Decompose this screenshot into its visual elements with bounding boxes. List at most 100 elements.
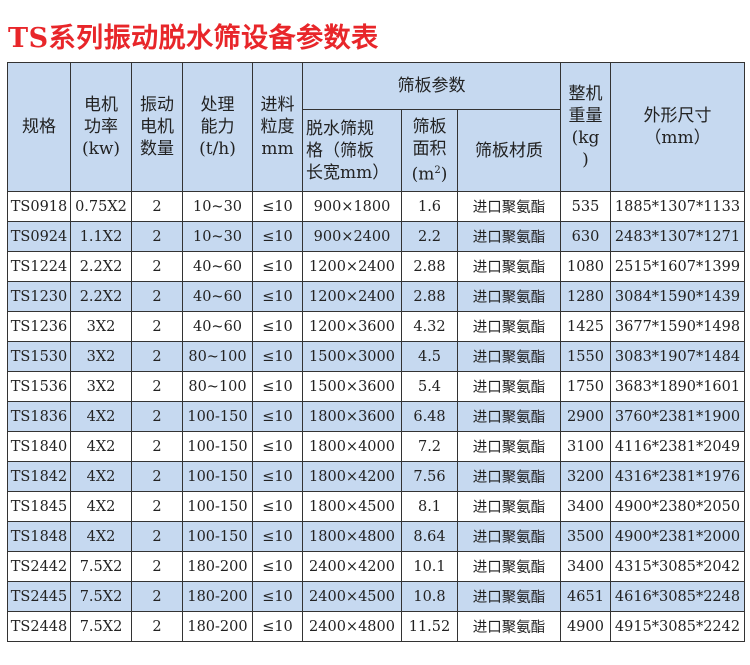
cell-weight: 1750	[560, 371, 611, 402]
cell-motor-count: 2	[131, 461, 183, 492]
cell-motor-power: 4X2	[70, 401, 132, 432]
cell-feed-size: ≤10	[252, 251, 303, 282]
cell-spec: TS1840	[7, 431, 71, 462]
cell-motor-power: 4X2	[70, 461, 132, 492]
cell-weight: 3200	[560, 461, 611, 492]
cell-dimensions: 1885*1307*1133	[610, 191, 745, 222]
cell-motor-power: 2.2X2	[70, 281, 132, 312]
cell-spec: TS1845	[7, 491, 71, 522]
table-row: TS0924 1.1X2 2 10~30 ≤10 900×2400 2.2 进口聚氨酯 630 2…	[7, 221, 745, 252]
cell-motor-count: 2	[131, 551, 183, 582]
cell-motor-count: 2	[131, 401, 183, 432]
cell-feed-size: ≤10	[252, 221, 303, 252]
cell-screen-spec: 1800×4200	[302, 461, 402, 492]
cell-dimensions: 2483*1307*1271	[610, 221, 745, 252]
cell-weight: 1080	[560, 251, 611, 282]
cell-feed-size: ≤10	[252, 491, 303, 522]
header-weight: 整机 重量 (kg)	[560, 62, 611, 192]
cell-feed-size: ≤10	[252, 461, 303, 492]
cell-dimensions: 4116*2381*2049	[610, 431, 745, 462]
cell-motor-power: 7.5X2	[70, 611, 132, 642]
cell-spec: TS2445	[7, 581, 71, 612]
cell-capacity: 10~30	[182, 191, 253, 222]
cell-screen-area: 4.32	[401, 311, 458, 342]
cell-spec: TS0918	[7, 191, 71, 222]
cell-weight: 535	[560, 191, 611, 222]
cell-motor-count: 2	[131, 581, 183, 612]
cell-capacity: 100-150	[182, 461, 253, 492]
cell-dimensions: 4316*2381*1976	[610, 461, 745, 492]
header-dimensions: 外形尺寸 （mm）	[610, 62, 745, 192]
cell-capacity: 180-200	[182, 551, 253, 582]
cell-dimensions: 3677*1590*1498	[610, 311, 745, 342]
cell-weight: 1550	[560, 341, 611, 372]
cell-motor-count: 2	[131, 491, 183, 522]
cell-motor-count: 2	[131, 371, 183, 402]
header-screen-material: 筛板材质	[457, 109, 561, 192]
cell-dimensions: 4900*2380*2050	[610, 491, 745, 522]
cell-feed-size: ≤10	[252, 521, 303, 552]
cell-motor-power: 3X2	[70, 311, 132, 342]
cell-weight: 3400	[560, 551, 611, 582]
cell-dimensions: 4616*3085*2248	[610, 581, 745, 612]
cell-screen-spec: 1200×2400	[302, 251, 402, 282]
cell-capacity: 180-200	[182, 611, 253, 642]
cell-screen-spec: 1200×2400	[302, 281, 402, 312]
cell-motor-count: 2	[131, 191, 183, 222]
cell-capacity: 80~100	[182, 371, 253, 402]
cell-screen-area: 2.88	[401, 281, 458, 312]
cell-feed-size: ≤10	[252, 311, 303, 342]
cell-dimensions: 2515*1607*1399	[610, 251, 745, 282]
table-row: TS1530 3X2 2 80~100 ≤10 1500×3000 4.5 进口聚氨酯 1550…	[7, 341, 745, 372]
cell-weight: 3400	[560, 491, 611, 522]
cell-screen-spec: 2400×4200	[302, 551, 402, 582]
table-row: TS1848 4X2 2 100-150 ≤10 1800×4800 8.64 进口聚氨酯 35…	[7, 521, 745, 552]
cell-weight: 1425	[560, 311, 611, 342]
cell-dimensions: 3760*2381*1900	[610, 401, 745, 432]
cell-screen-material: 进口聚氨酯	[457, 251, 561, 282]
cell-motor-power: 7.5X2	[70, 581, 132, 612]
cell-screen-material: 进口聚氨酯	[457, 311, 561, 342]
cell-spec: TS1848	[7, 521, 71, 552]
cell-screen-material: 进口聚氨酯	[457, 221, 561, 252]
cell-motor-count: 2	[131, 611, 183, 642]
cell-screen-spec: 1500×3000	[302, 341, 402, 372]
cell-spec: TS2442	[7, 551, 71, 582]
cell-screen-area: 8.64	[401, 521, 458, 552]
cell-screen-material: 进口聚氨酯	[457, 491, 561, 522]
cell-screen-material: 进口聚氨酯	[457, 551, 561, 582]
cell-screen-spec: 900×2400	[302, 221, 402, 252]
cell-screen-area: 2.2	[401, 221, 458, 252]
cell-spec: TS2448	[7, 611, 71, 642]
cell-capacity: 100-150	[182, 401, 253, 432]
cell-screen-area: 10.8	[401, 581, 458, 612]
header-screen-spec: 脱水筛规 格（筛板 长宽mm）	[302, 109, 402, 192]
cell-capacity: 180-200	[182, 581, 253, 612]
cell-spec: TS1530	[7, 341, 71, 372]
cell-screen-area: 7.56	[401, 461, 458, 492]
cell-feed-size: ≤10	[252, 371, 303, 402]
header-spec: 规格	[7, 62, 71, 192]
cell-screen-material: 进口聚氨酯	[457, 461, 561, 492]
cell-screen-spec: 1800×4800	[302, 521, 402, 552]
table-row: TS1536 3X2 2 80~100 ≤10 1500×3600 5.4 进口聚氨酯 1750…	[7, 371, 745, 402]
cell-motor-count: 2	[131, 431, 183, 462]
cell-screen-spec: 2400×4500	[302, 581, 402, 612]
cell-screen-material: 进口聚氨酯	[457, 581, 561, 612]
table-row: TS1224 2.2X2 2 40~60 ≤10 1200×2400 2.88 进口聚氨酯 10…	[7, 251, 745, 282]
cell-motor-power: 7.5X2	[70, 551, 132, 582]
header-screen-group: 筛板参数	[302, 62, 561, 110]
cell-spec: TS1224	[7, 251, 71, 282]
cell-screen-material: 进口聚氨酯	[457, 191, 561, 222]
cell-screen-spec: 1500×3600	[302, 371, 402, 402]
cell-dimensions: 3683*1890*1601	[610, 371, 745, 402]
cell-weight: 1280	[560, 281, 611, 312]
cell-screen-spec: 1800×3600	[302, 401, 402, 432]
table-row: TS2442 7.5X2 2 180-200 ≤10 2400×4200 10.1 进口聚氨酯…	[7, 551, 745, 582]
table-row: TS1842 4X2 2 100-150 ≤10 1800×4200 7.56 进口聚氨酯 32…	[7, 461, 745, 492]
cell-feed-size: ≤10	[252, 281, 303, 312]
cell-weight: 2900	[560, 401, 611, 432]
cell-motor-power: 4X2	[70, 521, 132, 552]
cell-screen-area: 10.1	[401, 551, 458, 582]
cell-screen-spec: 900×1800	[302, 191, 402, 222]
